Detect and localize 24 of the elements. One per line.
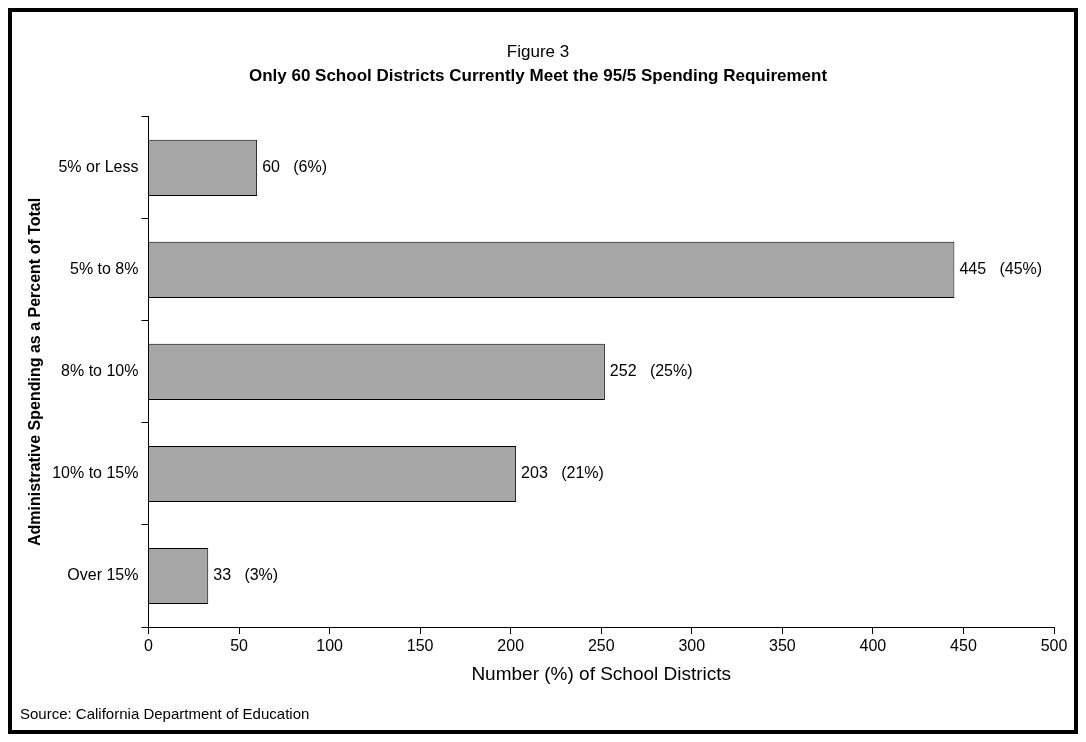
y-tick-label: Over 15% <box>67 566 139 584</box>
y-tick-label: 8% to 10% <box>61 362 139 380</box>
x-tick-label: 500 <box>1040 637 1068 655</box>
data-label: 203 (21%) <box>521 464 604 482</box>
y-tick-label: 5% to 8% <box>70 260 139 278</box>
x-tick-label: 100 <box>316 637 344 655</box>
x-tick-label: 300 <box>678 637 706 655</box>
data-label: 252 (25%) <box>609 362 693 380</box>
x-tick-label: 50 <box>230 637 249 655</box>
chart-title: Figure 3 <box>506 41 570 61</box>
y-tick-label: 5% or Less <box>58 158 139 176</box>
data-label: 60 (6%) <box>262 158 328 176</box>
x-tick-label: 250 <box>587 637 615 655</box>
x-tick-label: 150 <box>406 637 434 655</box>
x-tick-label: 400 <box>859 637 887 655</box>
x-tick-label: 350 <box>768 637 796 655</box>
source-note: Source: California Department of Education <box>20 704 310 722</box>
x-tick-label: 200 <box>497 637 525 655</box>
data-label: 445 (45%) <box>959 260 1043 278</box>
x-tick-label: 0 <box>144 637 154 655</box>
x-tick-label: 450 <box>950 637 977 655</box>
data-label: 33 (3%) <box>213 566 279 584</box>
y-tick-label: 10% to 15% <box>52 464 139 482</box>
y-axis-title: Administrative Spending as a Percent of Total <box>26 197 44 547</box>
